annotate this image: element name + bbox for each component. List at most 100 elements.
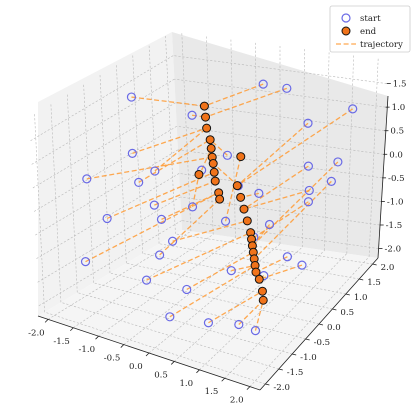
trajectory-line xyxy=(172,220,248,242)
trajectory-line xyxy=(138,139,211,183)
trajectory-line xyxy=(161,192,219,220)
grid-y-floor xyxy=(77,292,293,355)
start-point xyxy=(203,318,214,328)
legend-end-marker xyxy=(341,26,351,36)
start-point xyxy=(156,214,167,224)
grid-y-floor xyxy=(60,302,279,370)
start-point xyxy=(264,219,275,230)
grid-y-floor xyxy=(44,311,266,385)
z-tick-label: -1.0 xyxy=(387,197,404,207)
start-point xyxy=(304,185,314,196)
z-tick-label: -2.0 xyxy=(384,245,401,255)
y-tick xyxy=(265,383,270,386)
end-point xyxy=(205,135,215,145)
z-tick-label: 1.0 xyxy=(392,103,406,113)
y-tick-label: -0.5 xyxy=(314,338,331,348)
grid-x-floor xyxy=(174,246,303,362)
start-point xyxy=(222,150,233,160)
start-point xyxy=(149,200,159,210)
end-point xyxy=(201,112,211,122)
grid-y-floor xyxy=(142,253,346,295)
grid-z-right xyxy=(176,125,384,155)
end-point xyxy=(236,192,246,202)
x-tick xyxy=(120,344,125,348)
end-point xyxy=(242,216,252,226)
y-tick xyxy=(345,293,350,296)
x-tick xyxy=(95,335,99,340)
grid-y-floor xyxy=(126,262,333,310)
grid-x-floor xyxy=(148,243,281,354)
x-tick-label: 0.5 xyxy=(154,370,168,380)
end-point xyxy=(210,176,220,186)
start-series xyxy=(80,79,358,336)
end-point xyxy=(258,295,268,305)
start-point xyxy=(187,202,198,212)
trajectory-line xyxy=(212,163,239,187)
grid-z-right xyxy=(181,220,379,249)
start-point xyxy=(127,148,137,158)
end-point xyxy=(257,286,267,296)
end-series xyxy=(194,101,268,305)
trajectory-line xyxy=(85,192,219,263)
trajectory-line xyxy=(251,161,339,247)
y-tick-label: -1.0 xyxy=(300,353,317,363)
x-tick xyxy=(170,361,175,365)
start-point xyxy=(258,79,268,89)
floor-pane xyxy=(38,230,378,390)
z-tick-label: -0.5 xyxy=(388,174,405,184)
trajectory-line xyxy=(131,96,205,107)
trajectory-line xyxy=(236,108,354,187)
start-point xyxy=(126,92,137,102)
end-point xyxy=(199,101,209,111)
x-tick-label: 0.0 xyxy=(129,362,143,372)
z-tick-label: 0.5 xyxy=(390,127,404,137)
start-point xyxy=(333,157,343,167)
trajectory-line xyxy=(254,300,264,331)
trajectory-line xyxy=(159,198,221,256)
start-point xyxy=(167,236,178,246)
start-point xyxy=(326,176,336,186)
x-tick-label: 1.0 xyxy=(179,379,193,389)
trajectory-line xyxy=(154,127,208,172)
y-tick-label: -2.0 xyxy=(273,383,290,393)
grid-y-floor xyxy=(93,282,306,340)
trajectory-line xyxy=(169,264,256,318)
grid-lines xyxy=(29,33,387,387)
grid-z-right xyxy=(180,196,380,226)
x-tick-label: -0.5 xyxy=(104,354,121,364)
trajectory-line xyxy=(238,299,264,325)
end-point xyxy=(209,167,219,177)
y-tick xyxy=(332,308,337,311)
start-point xyxy=(348,104,358,114)
y-tick xyxy=(292,353,297,356)
start-point xyxy=(134,177,144,188)
end-point xyxy=(194,169,204,179)
start-point xyxy=(187,110,197,120)
start-point xyxy=(303,118,313,128)
legend-start-marker xyxy=(341,13,351,23)
end-point xyxy=(232,181,242,191)
trajectory-line xyxy=(208,290,263,324)
x-tick xyxy=(221,377,225,382)
start-point xyxy=(303,161,314,171)
end-point xyxy=(215,194,225,204)
grid-x-back xyxy=(324,52,330,251)
x-tick xyxy=(196,369,200,374)
grid-y-back xyxy=(99,74,111,274)
trajectory-line xyxy=(154,180,216,206)
x-tick-label: 2.0 xyxy=(230,396,244,406)
trajectory-line xyxy=(204,83,264,107)
end-point xyxy=(236,152,246,162)
trajectory-line xyxy=(243,189,310,210)
y-tick-label: 0.5 xyxy=(340,308,354,318)
trajectory-line xyxy=(236,122,309,187)
grid-x-floor xyxy=(199,250,325,371)
start-point xyxy=(82,174,92,184)
start-point xyxy=(254,188,264,198)
grid-y-floor xyxy=(175,233,373,265)
x-tick-label: -2.0 xyxy=(28,328,45,338)
trajectory-line xyxy=(251,201,309,240)
start-point xyxy=(80,257,91,267)
